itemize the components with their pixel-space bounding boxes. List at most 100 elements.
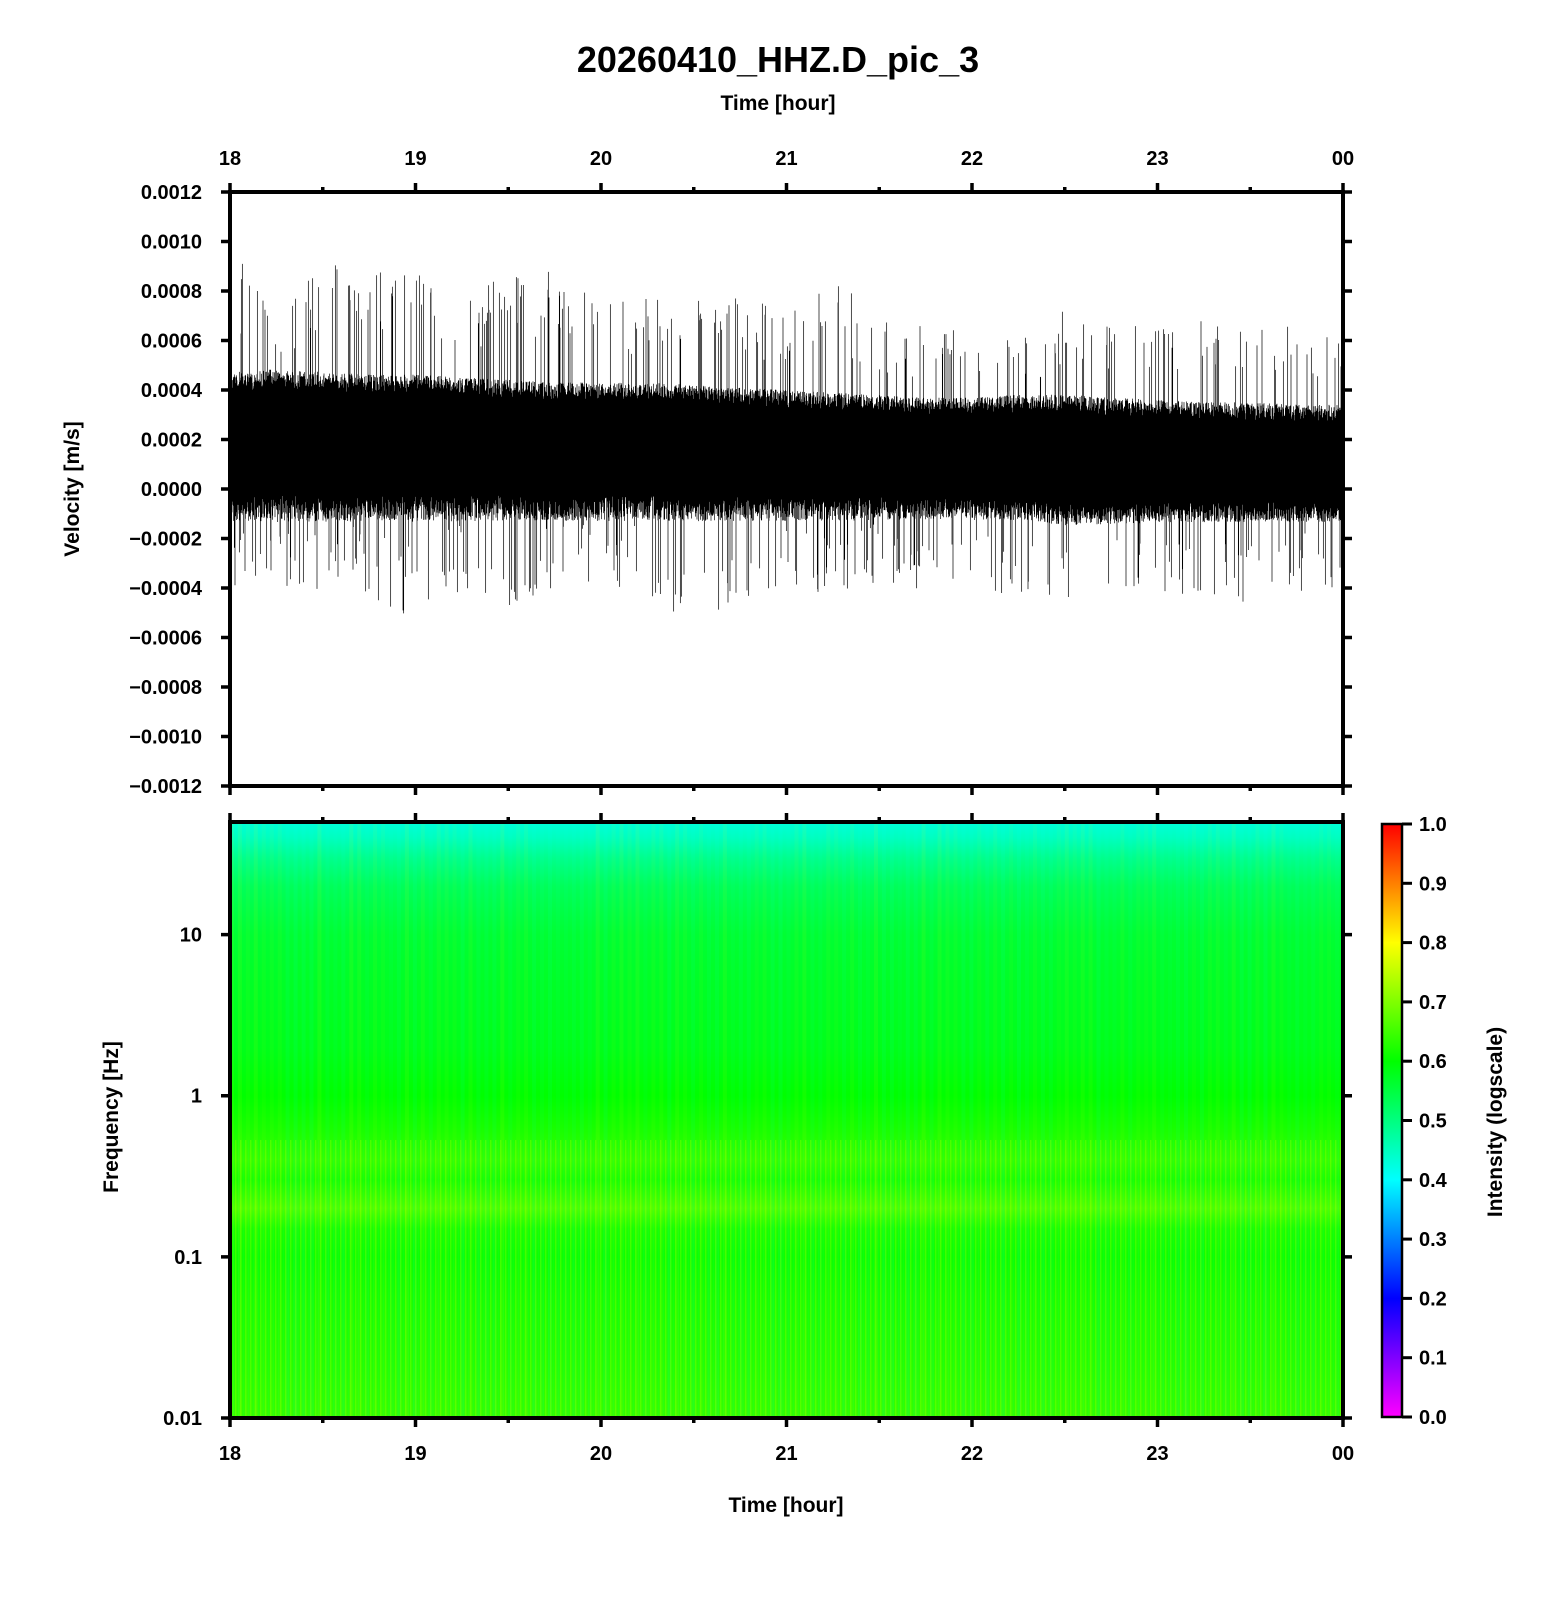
waveform-x-tick-label: 19: [404, 148, 426, 170]
colorbar: 1.0 0.9 0.8 0.7 0.6 0.5 0.4 0.3 0.2 0.1 0.0 Intens…: [1380, 814, 1507, 1429]
spectrogram-column: [874, 822, 878, 1418]
spectrogram-column: [532, 822, 537, 1418]
spectrogram-column: [1017, 822, 1021, 1418]
spectrogram-column: [587, 822, 592, 1418]
spectrogram-column: [619, 822, 624, 1418]
spectrogram-column: [858, 822, 862, 1418]
spectrogram-column: [325, 822, 330, 1418]
colorbar-tick-label: 0.1: [1419, 1348, 1447, 1370]
colorbar-tick-label: 0.6: [1419, 1051, 1447, 1073]
velocity-trace: [229, 263, 1344, 614]
spectrogram-column: [842, 822, 847, 1418]
spectrogram-column: [691, 822, 696, 1418]
spectrogram-column: [722, 822, 727, 1418]
waveform-y-tick-label: −0.0010: [129, 727, 202, 749]
spectrogram-column: [667, 822, 672, 1418]
waveform-x-tick-label: 21: [775, 148, 797, 170]
spectrogram-column: [778, 822, 783, 1418]
spectrogram-column: [611, 822, 616, 1418]
spectrogram-column: [412, 822, 417, 1418]
spectrogram-column: [420, 822, 425, 1418]
waveform-x-tick-label: 18: [219, 148, 241, 170]
spectrogram-column: [627, 822, 632, 1418]
spectrogram-column: [508, 822, 513, 1418]
spectrogram-column: [826, 822, 831, 1418]
waveform-y-tick-label: −0.0004: [129, 578, 203, 600]
spectrogram-column: [1271, 822, 1276, 1418]
spectrogram-x-tick-label: 22: [961, 1443, 983, 1465]
waveform-y-tick-label: −0.0006: [129, 628, 202, 650]
spectrogram-column: [571, 822, 576, 1418]
waveform-y-tick-label: −0.0008: [129, 677, 202, 699]
spectrogram-column: [659, 822, 664, 1418]
spectrogram-column: [993, 822, 998, 1418]
spectrogram-panel: 10 1 0.1 0.01 18 19 20 21 22 23 00 Frequency [Hz]…: [100, 813, 1354, 1517]
spectrogram-x-tick-label: 19: [404, 1443, 426, 1465]
spectrogram-column: [1025, 822, 1029, 1418]
spectrogram-column: [969, 822, 974, 1418]
spectrogram-column: [810, 822, 815, 1418]
spectrogram-column: [468, 822, 473, 1418]
spectrogram-column: [1263, 822, 1268, 1418]
spectrogram-column: [1231, 822, 1236, 1418]
waveform-x-ticks: 18 19 20 21 22 23 00: [219, 148, 1354, 795]
spectrogram-column: [1199, 822, 1204, 1418]
spectrogram-column: [1247, 822, 1252, 1418]
spectrogram-column: [349, 822, 354, 1418]
colorbar-tick-label: 1.0: [1419, 814, 1447, 836]
spectrogram-column: [794, 822, 799, 1418]
spectrogram-x-tick-label: 21: [775, 1443, 797, 1465]
spectrogram-y-tick-label: 10: [180, 925, 202, 947]
spectrogram-column: [245, 822, 250, 1418]
spectrogram-column: [237, 822, 242, 1418]
spectrogram-column: [866, 822, 870, 1418]
waveform-x-tick-label: 22: [961, 148, 983, 170]
waveform-y-tick-label: 0.0004: [141, 380, 203, 402]
spectrogram-column: [1176, 822, 1180, 1418]
spectrogram-x-tick-label: 00: [1332, 1443, 1354, 1465]
waveform-panel: 0.0012 0.0010 0.0008 0.0006 0.0004 0.0002 0.00…: [61, 148, 1354, 798]
spectrogram-column: [1215, 822, 1220, 1418]
spectrogram-column: [1160, 822, 1165, 1418]
spectrogram-column: [373, 822, 378, 1418]
spectrogram-column: [945, 822, 950, 1418]
colorbar-tick-label: 0.7: [1419, 992, 1447, 1014]
spectrogram-y-tick-label: 1: [191, 1086, 202, 1108]
spectrogram-x-tick-label: 20: [590, 1443, 612, 1465]
spectrogram-column: [762, 822, 767, 1418]
spectrogram-column: [309, 822, 314, 1418]
spectrogram-x-ticks: 18 19 20 21 22 23 00: [219, 813, 1354, 1465]
spectrogram-column: [850, 822, 855, 1418]
spectrogram-column: [961, 822, 966, 1418]
colorbar-tick-label: 0.8: [1419, 933, 1447, 955]
spectrogram-column: [889, 822, 894, 1418]
spectrogram-column: [1033, 822, 1037, 1418]
spectrogram-column: [818, 822, 823, 1418]
spectrogram-column: [1223, 822, 1228, 1418]
spectrogram-column: [1080, 822, 1085, 1418]
spectrogram-column: [1040, 822, 1045, 1418]
waveform-y-tick-label: 0.0012: [141, 182, 202, 204]
waveform-y-tick-label: 0.0010: [141, 232, 202, 254]
spectrogram-column: [341, 822, 346, 1418]
spectrogram-column: [770, 822, 775, 1418]
spectrogram-x-axis-label: Time [hour]: [728, 1494, 843, 1517]
spectrogram-column: [1152, 822, 1157, 1418]
spectrogram-y-tick-label: 0.01: [163, 1408, 202, 1430]
spectrogram-column: [444, 822, 449, 1418]
waveform-y-tick-label: 0.0006: [141, 331, 202, 353]
spectrogram-column: [881, 822, 886, 1418]
spectrogram-column: [333, 822, 338, 1418]
spectrogram-column: [1207, 822, 1212, 1418]
spectrogram-column: [548, 822, 552, 1418]
spectrogram-column: [1096, 822, 1101, 1418]
spectrogram-column: [603, 822, 608, 1418]
spectrogram-column: [635, 822, 640, 1418]
spectrogram-x-tick-label: 18: [219, 1443, 241, 1465]
spectrogram-column: [476, 822, 481, 1418]
spectrogram-column: [404, 822, 409, 1418]
colorbar-tick-label: 0.4: [1419, 1170, 1448, 1192]
colorbar-gradient: [1380, 822, 1404, 1419]
spectrogram-column: [524, 822, 529, 1418]
chart-title: 20260410_HHZ.D_pic_3: [577, 39, 979, 80]
